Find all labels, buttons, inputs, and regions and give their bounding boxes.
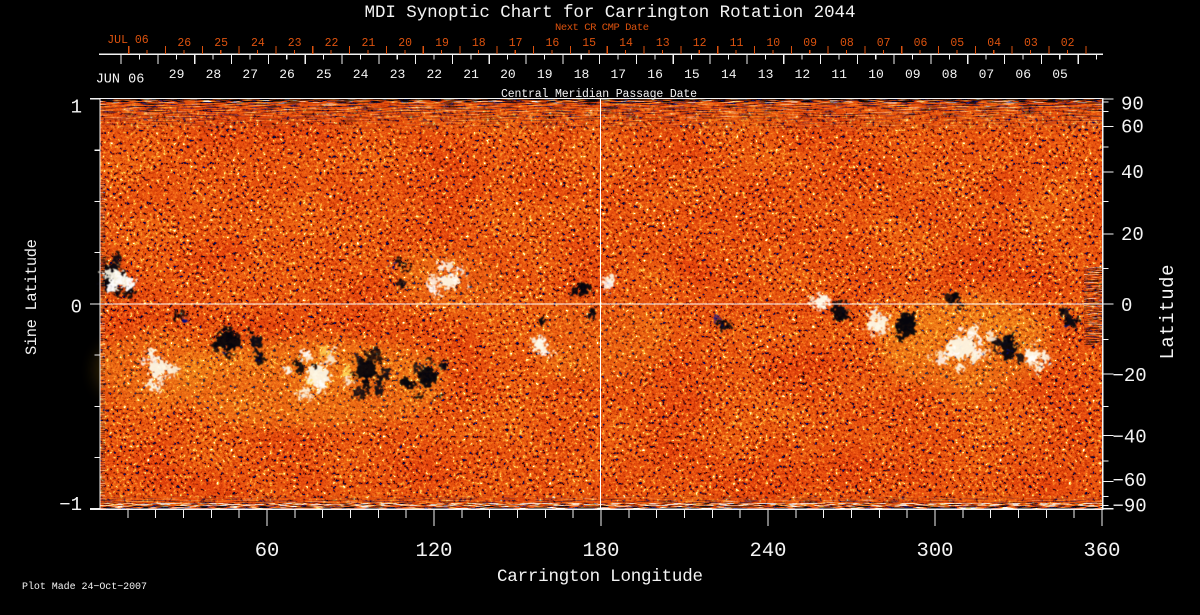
svg-text:Sine Latitude: Sine Latitude <box>23 239 41 355</box>
svg-text:1: 1 <box>71 97 82 119</box>
svg-text:10: 10 <box>868 67 884 82</box>
svg-text:21: 21 <box>463 67 479 82</box>
svg-text:26: 26 <box>279 67 295 82</box>
svg-text:120: 120 <box>416 540 453 563</box>
svg-text:11: 11 <box>831 67 847 82</box>
svg-text:Plot Made 24−Oct−2007: Plot Made 24−Oct−2007 <box>22 581 147 593</box>
svg-text:14: 14 <box>619 37 633 50</box>
svg-text:20: 20 <box>500 67 516 82</box>
svg-text:10: 10 <box>766 37 780 50</box>
svg-text:07: 07 <box>877 37 891 50</box>
svg-text:06: 06 <box>1015 67 1031 82</box>
svg-text:12: 12 <box>693 37 707 50</box>
svg-text:21: 21 <box>361 37 375 50</box>
svg-text:17: 17 <box>610 67 626 82</box>
svg-text:27: 27 <box>242 67 258 82</box>
svg-text:16: 16 <box>647 67 663 82</box>
svg-text:−1: −1 <box>59 494 82 516</box>
svg-text:09: 09 <box>905 67 921 82</box>
svg-text:−20: −20 <box>1113 365 1147 387</box>
svg-text:14: 14 <box>721 67 737 82</box>
svg-text:05: 05 <box>950 37 964 50</box>
svg-text:24: 24 <box>251 37 265 50</box>
svg-text:JUL 06: JUL 06 <box>107 34 149 47</box>
svg-text:26: 26 <box>177 37 191 50</box>
svg-text:Central Meridian Passage Date: Central Meridian Passage Date <box>501 88 697 101</box>
svg-text:17: 17 <box>509 37 523 50</box>
svg-text:15: 15 <box>582 37 596 50</box>
svg-text:240: 240 <box>750 540 787 563</box>
svg-text:JUN 06: JUN 06 <box>96 73 145 88</box>
svg-text:Latitude: Latitude <box>1157 265 1179 360</box>
svg-text:13: 13 <box>758 67 774 82</box>
svg-text:08: 08 <box>840 37 854 50</box>
svg-text:360: 360 <box>1084 540 1121 563</box>
svg-text:07: 07 <box>979 67 995 82</box>
svg-text:20: 20 <box>398 37 412 50</box>
svg-text:Carrington Longitude: Carrington Longitude <box>497 567 703 587</box>
svg-text:19: 19 <box>537 67 553 82</box>
svg-text:20: 20 <box>1121 224 1144 246</box>
svg-text:0: 0 <box>1121 295 1132 317</box>
svg-text:−90: −90 <box>1113 495 1147 517</box>
svg-text:19: 19 <box>435 37 449 50</box>
svg-text:16: 16 <box>545 37 559 50</box>
svg-text:04: 04 <box>987 37 1001 50</box>
svg-text:03: 03 <box>1024 37 1038 50</box>
svg-text:MDI Synoptic Chart for Carring: MDI Synoptic Chart for Carrington Rotati… <box>365 3 856 23</box>
svg-text:29: 29 <box>169 67 185 82</box>
svg-text:28: 28 <box>206 67 222 82</box>
svg-text:23: 23 <box>390 67 406 82</box>
svg-text:60: 60 <box>255 540 280 563</box>
svg-text:08: 08 <box>942 67 958 82</box>
svg-text:09: 09 <box>803 37 817 50</box>
svg-text:05: 05 <box>1052 67 1068 82</box>
svg-text:0: 0 <box>71 297 82 319</box>
svg-text:22: 22 <box>426 67 442 82</box>
svg-text:15: 15 <box>684 67 700 82</box>
svg-text:18: 18 <box>472 37 486 50</box>
svg-text:23: 23 <box>288 37 302 50</box>
svg-text:24: 24 <box>353 67 369 82</box>
svg-text:02: 02 <box>1061 37 1075 50</box>
svg-text:25: 25 <box>214 37 228 50</box>
svg-text:40: 40 <box>1121 162 1144 184</box>
svg-text:Next CR CMP Date: Next CR CMP Date <box>555 22 649 34</box>
svg-text:300: 300 <box>917 540 954 563</box>
svg-text:12: 12 <box>795 67 811 82</box>
svg-text:13: 13 <box>656 37 670 50</box>
svg-text:−60: −60 <box>1113 470 1147 492</box>
svg-text:11: 11 <box>730 37 744 50</box>
svg-text:25: 25 <box>316 67 332 82</box>
svg-text:90: 90 <box>1121 93 1144 115</box>
svg-text:60: 60 <box>1121 116 1144 138</box>
svg-text:180: 180 <box>583 540 620 563</box>
svg-text:22: 22 <box>325 37 339 50</box>
svg-text:18: 18 <box>574 67 590 82</box>
svg-text:06: 06 <box>914 37 928 50</box>
svg-text:−40: −40 <box>1113 426 1147 448</box>
